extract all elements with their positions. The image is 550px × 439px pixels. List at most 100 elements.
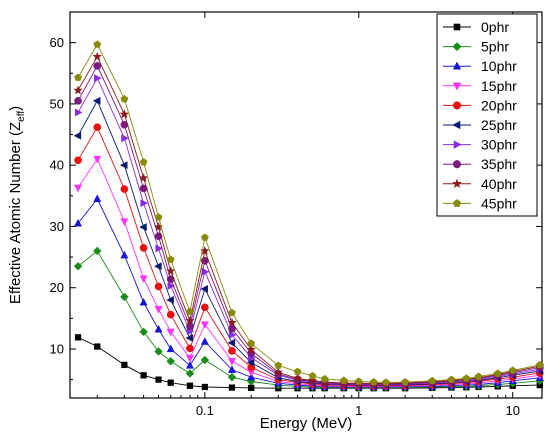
data-point bbox=[120, 292, 129, 302]
data-point bbox=[320, 374, 329, 383]
data-point bbox=[246, 358, 255, 367]
data-point bbox=[200, 337, 209, 345]
data-point bbox=[166, 344, 175, 353]
legend-label: 30phr bbox=[481, 137, 517, 153]
data-point bbox=[493, 369, 502, 377]
y-tick-label: 50 bbox=[50, 96, 64, 111]
data-point bbox=[186, 382, 194, 389]
legend-label: 40phr bbox=[481, 176, 517, 192]
legend-item: 40phr bbox=[443, 176, 517, 192]
data-point bbox=[140, 372, 147, 379]
legend-item: 15phr bbox=[443, 78, 517, 94]
y-axis-label-main: Effective Atomic Number (Z bbox=[7, 122, 24, 304]
legend-marker bbox=[453, 23, 461, 31]
legend-label: 0phr bbox=[481, 19, 509, 35]
data-point bbox=[227, 338, 236, 347]
y-tick-label: 10 bbox=[50, 341, 64, 356]
data-point bbox=[186, 344, 194, 353]
data-point bbox=[227, 358, 236, 366]
data-point bbox=[139, 158, 148, 166]
data-point bbox=[228, 330, 237, 339]
data-point bbox=[166, 356, 176, 366]
legend-item: 45phr bbox=[443, 195, 517, 211]
data-point bbox=[307, 375, 318, 385]
data-point bbox=[185, 369, 195, 378]
legend-marker bbox=[451, 178, 463, 189]
legend-marker bbox=[452, 82, 462, 91]
legend-label: 15phr bbox=[481, 78, 517, 94]
data-point bbox=[74, 73, 82, 81]
legend-label: 20phr bbox=[481, 97, 517, 113]
legend-item: 20phr bbox=[443, 97, 517, 113]
data-point bbox=[120, 218, 129, 227]
data-point bbox=[120, 250, 129, 259]
data-point bbox=[228, 346, 236, 355]
data-point bbox=[227, 372, 237, 382]
legend-item: 35phr bbox=[443, 156, 517, 172]
data-point bbox=[73, 261, 83, 271]
y-tick-label: 60 bbox=[50, 35, 64, 50]
data-point bbox=[201, 303, 209, 312]
legend-marker bbox=[452, 199, 462, 207]
data-point bbox=[166, 255, 175, 263]
data-point bbox=[166, 328, 175, 337]
data-point bbox=[94, 343, 101, 350]
data-point bbox=[293, 367, 302, 375]
data-point bbox=[401, 377, 410, 386]
data-point bbox=[447, 375, 456, 383]
data-point bbox=[185, 355, 194, 363]
data-point bbox=[138, 172, 149, 183]
data-point bbox=[166, 275, 175, 283]
y-axis-label: Effective Atomic Number (Zeff) bbox=[7, 106, 27, 304]
legend-label: 45phr bbox=[481, 195, 517, 211]
data-point bbox=[381, 378, 390, 386]
data-point bbox=[185, 333, 194, 342]
data-point bbox=[119, 109, 130, 119]
data-point bbox=[153, 222, 164, 232]
legend-marker bbox=[453, 140, 462, 149]
series-5phr bbox=[73, 246, 545, 392]
legend-item: 5phr bbox=[443, 39, 509, 55]
data-point bbox=[535, 360, 544, 369]
legend-item: 0phr bbox=[443, 19, 509, 35]
data-point bbox=[428, 376, 437, 385]
legend-label: 5phr bbox=[481, 39, 509, 55]
legend-item: 30phr bbox=[443, 137, 517, 153]
data-point bbox=[139, 297, 148, 306]
x-tick-label: 0.1 bbox=[196, 403, 214, 418]
data-point bbox=[94, 74, 102, 83]
data-point bbox=[121, 361, 128, 369]
series-45phr bbox=[74, 40, 544, 386]
legend-marker bbox=[452, 120, 461, 130]
y-axis-label-tail: ) bbox=[7, 106, 24, 111]
legend-item: 10phr bbox=[443, 58, 517, 74]
axis-ticks: 10 20 30 40 50 60 0.1 1 10 bbox=[50, 12, 542, 418]
legend-label: 10phr bbox=[481, 58, 517, 74]
data-point bbox=[200, 245, 210, 256]
data-point bbox=[200, 355, 210, 365]
data-point bbox=[508, 366, 517, 374]
data-point bbox=[154, 282, 163, 291]
legend: 0phr 5phr 10phr 15phr 20phr 25phr 30phr 35phr 40… bbox=[436, 13, 538, 217]
data-point bbox=[74, 184, 83, 193]
data-point bbox=[246, 344, 256, 354]
data-point bbox=[154, 347, 163, 356]
data-point bbox=[248, 384, 255, 392]
data-point bbox=[200, 233, 209, 241]
data-point bbox=[73, 85, 83, 95]
data-point bbox=[185, 361, 194, 369]
data-point bbox=[120, 185, 129, 193]
data-point bbox=[92, 96, 101, 105]
legend-marker bbox=[452, 101, 462, 110]
data-point bbox=[119, 161, 128, 170]
data-point bbox=[227, 365, 236, 373]
y-tick-label: 30 bbox=[50, 219, 64, 234]
data-point bbox=[247, 339, 256, 347]
data-point bbox=[154, 262, 162, 271]
data-point bbox=[462, 374, 471, 382]
data-point bbox=[139, 275, 148, 284]
y-tick-label: 40 bbox=[50, 158, 64, 173]
data-point bbox=[339, 376, 348, 384]
data-point bbox=[167, 379, 174, 386]
data-point bbox=[73, 131, 82, 140]
